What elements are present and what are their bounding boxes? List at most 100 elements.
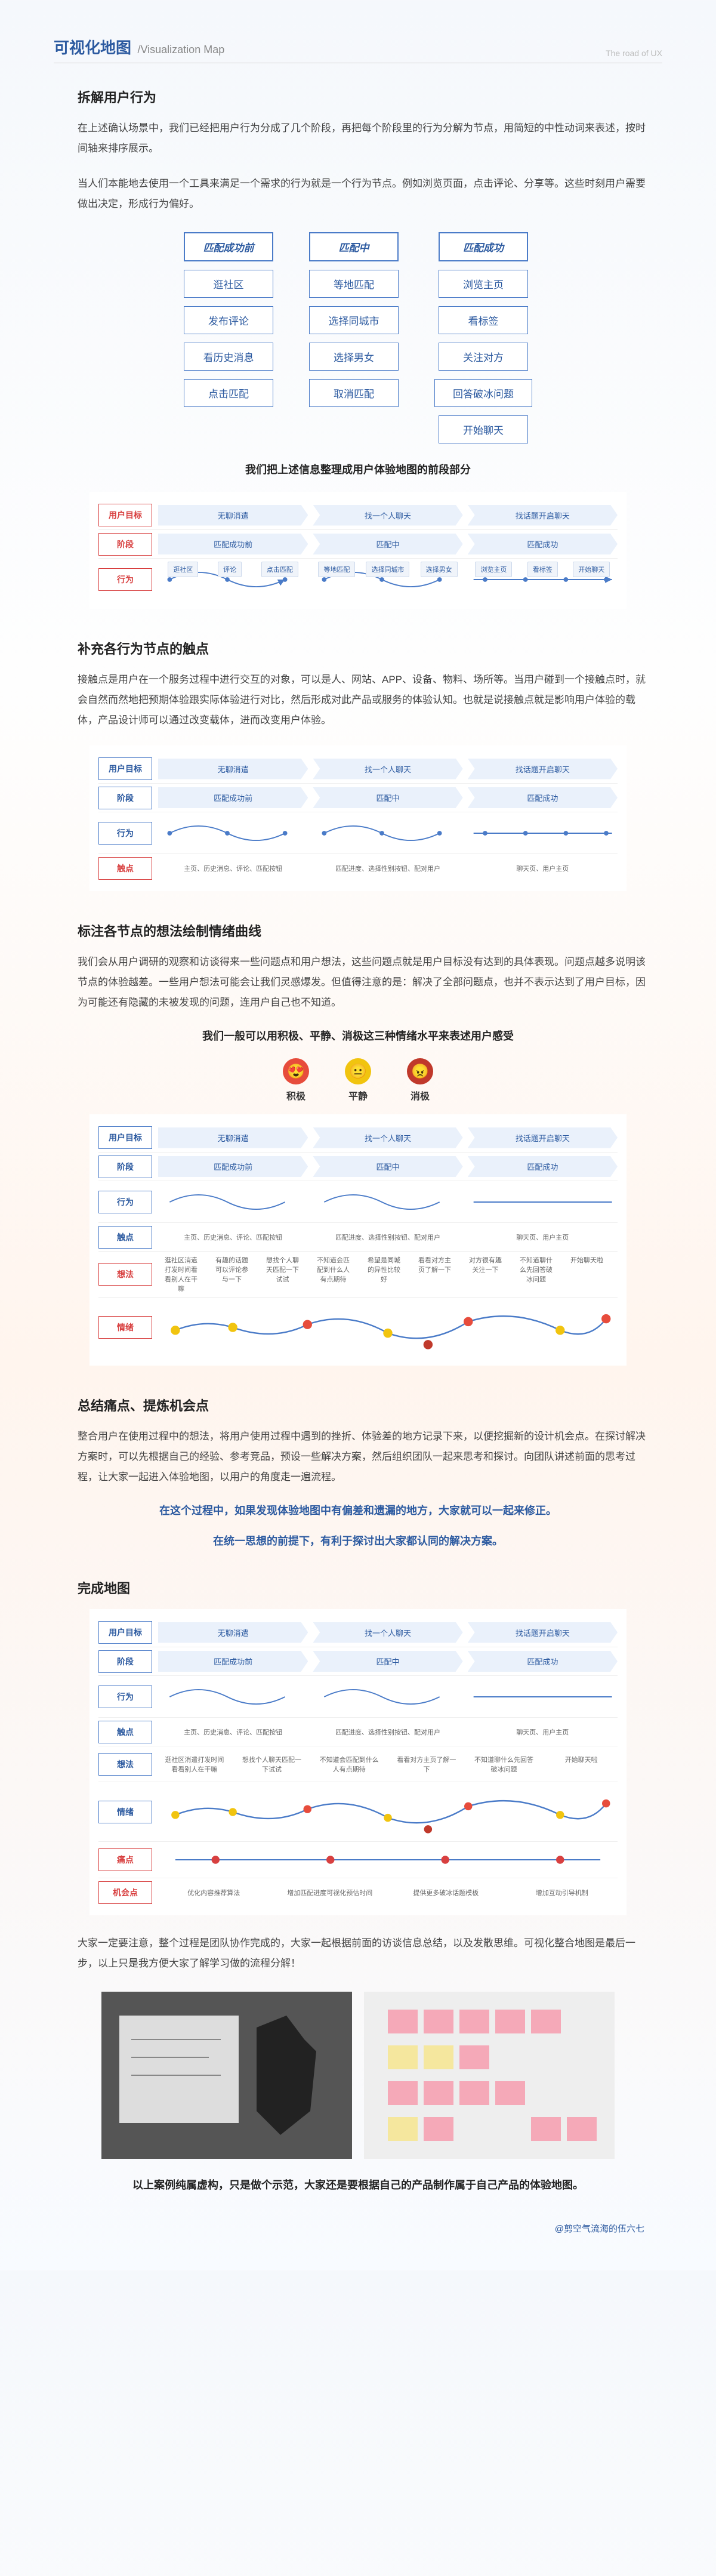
touch-cell: 匹配进度、选择性别按钮、配对用户	[313, 860, 462, 877]
thought-cell: 逛社区消遣打发时间看看别人在干嘛	[158, 1252, 204, 1297]
sec1-p1: 在上述确认场景中，我们已经把用户行为分成了几个阶段，再把每个阶段里的行为分解为节…	[54, 118, 662, 159]
stage-item: 发布评论	[184, 306, 273, 334]
row-label-stage: 阶段	[98, 787, 152, 809]
sec5-title: 完成地图	[54, 1578, 662, 1597]
angry-face-icon: 😠	[407, 1058, 433, 1084]
row-label-emotion: 情绪	[98, 1316, 152, 1339]
author-credit: @剪空气流海的伍六七	[54, 2222, 662, 2235]
flow-node: 浏览主页	[475, 562, 512, 577]
row-label-touch: 触点	[98, 857, 152, 880]
row-label-action: 行为	[98, 822, 152, 845]
section-touchpoint: 补充各行为节点的触点 接触点是用户在一个服务过程中进行交互的对象，可以是人、网站…	[54, 639, 662, 891]
sec2-p1: 接触点是用户在一个服务过程中进行交互的对象，可以是人、网站、APP、设备、物料、…	[54, 670, 662, 731]
title-cn: 可视化地图	[54, 39, 131, 57]
sec5-p1: 大家一定要注意，整个过程是团队协作完成的，大家一起根据前面的访谈信息总结，以及发…	[54, 1933, 662, 1974]
emo-pos-label: 积极	[286, 1088, 305, 1102]
thought-cell: 想找个人聊天匹配一下试试	[260, 1252, 305, 1297]
thought-cell: 希望是同城的异性比较好	[361, 1252, 407, 1297]
sec4-highlight-a: 在这个过程中，如果发现体验地图中有偏差和遗漏的地方，大家就可以一起来修正。	[54, 1502, 662, 1518]
flow-node: 等地匹配	[318, 562, 355, 577]
stage-col-3: 匹配成功 浏览主页 看标签 关注对方 回答破冰问题 开始聊天	[434, 232, 532, 443]
page-title: 可视化地图 /Visualization Map	[54, 36, 224, 58]
emotion-caption: 我们一般可以用积极、平静、消极这三种情绪水平来表述用户感受	[54, 1028, 662, 1043]
flow-node: 看标签	[527, 562, 558, 577]
touch-cell: 聊天页、用户主页	[468, 860, 618, 877]
stage-item: 开始聊天	[439, 415, 528, 443]
stage-cell: 匹配成功前	[158, 787, 308, 808]
workshop-photos	[54, 1992, 662, 2159]
stage-item: 点击匹配	[184, 379, 273, 407]
closing-text: 以上案例纯属虚构，只是做个示范，大家还是要根据自己的产品制作属于自己产品的体验地…	[54, 2177, 662, 2192]
pain-curve	[158, 1842, 618, 1878]
stage-item: 等地匹配	[309, 270, 399, 298]
goal-cell: 找一个人聊天	[313, 505, 462, 526]
emotion-curve	[158, 1301, 618, 1354]
emo-neu-label: 平静	[348, 1088, 368, 1102]
stage-head-3: 匹配成功	[439, 232, 528, 261]
stage-item: 选择同城市	[309, 306, 399, 334]
row-label-stage: 阶段	[98, 533, 152, 556]
sec1-title: 拆解用户行为	[54, 87, 662, 106]
goal-cell: 无聊消遣	[158, 759, 308, 779]
goal-cell: 找一个人聊天	[313, 759, 462, 779]
sec3-p1: 我们会从用户调研的观察和访谈得来一些问题点和用户想法，这些问题点就是用户目标没有…	[54, 952, 662, 1013]
thought-cell: 有趣的话题可以评论参与一下	[209, 1252, 255, 1297]
flow-node: 选择同城市	[366, 562, 409, 577]
header-tag: The road of UX	[606, 48, 662, 58]
stage-cell: 匹配成功	[468, 534, 618, 554]
sec3-title: 标注各节点的想法绘制情绪曲线	[54, 921, 662, 940]
page-header: 可视化地图 /Visualization Map The road of UX	[54, 36, 662, 63]
emo-neg-label: 消极	[411, 1088, 430, 1102]
goal-cell: 找话题开启聊天	[468, 759, 618, 779]
stage-cell: 匹配成功	[468, 787, 618, 808]
stage-item: 回答破冰问题	[434, 379, 532, 407]
flow-node: 开始聊天	[573, 562, 610, 577]
row-label-goal: 用户目标	[98, 1126, 152, 1149]
row-label-stage: 阶段	[98, 1155, 152, 1178]
stage-item: 看标签	[439, 306, 528, 334]
sec2-title: 补充各行为节点的触点	[54, 639, 662, 658]
row-label-action: 行为	[98, 1191, 152, 1213]
emotion-curve-final	[158, 1785, 618, 1839]
opp-cell: 提供更多破冰话题模板	[390, 1884, 502, 1901]
thought-cell: 开始聊天啦	[564, 1252, 610, 1297]
row-label-pain: 痛点	[98, 1848, 152, 1871]
row-label-action: 行为	[98, 568, 152, 591]
map-final: 用户目标 无聊消遣 找一个人聊天 找话题开启聊天 阶段 匹配成功前 匹配中 匹配…	[90, 1609, 626, 1915]
flow-cell: 逛社区 评论 点击匹配	[158, 562, 308, 597]
stage-item: 关注对方	[439, 343, 528, 371]
title-en: /Visualization Map	[137, 44, 224, 56]
stage-cell: 匹配中	[313, 787, 462, 808]
section-painpoint: 总结痛点、提炼机会点 整合用户在使用过程中的想法，将用户使用过程中遇到的挫折、体…	[54, 1395, 662, 1548]
thought-cell: 不知道会匹配到什么人有点期待	[310, 1252, 356, 1297]
stage-item: 逛社区	[184, 270, 273, 298]
stage-item: 取消匹配	[309, 379, 399, 407]
section-complete: 完成地图 用户目标 无聊消遣 找一个人聊天 找话题开启聊天 阶段 匹配成功前 匹…	[54, 1578, 662, 2192]
stage-item: 选择男女	[309, 343, 399, 371]
sec4-title: 总结痛点、提炼机会点	[54, 1395, 662, 1415]
opp-cell: 增加匹配进度可视化预估时间	[274, 1884, 386, 1901]
map-1: 用户目标 无聊消遣 找一个人聊天 找话题开启聊天 阶段 匹配成功前 匹配中 匹配…	[90, 492, 626, 609]
map-caption-1: 我们把上述信息整理成用户体验地图的前段部分	[54, 461, 662, 477]
row-label-goal: 用户目标	[98, 757, 152, 780]
map-3: 用户目标 无聊消遣 找一个人聊天 找话题开启聊天 阶段 匹配成功前 匹配中 匹配…	[90, 1114, 626, 1366]
opp-cell: 优化内容推荐算法	[158, 1884, 270, 1901]
opp-cell: 增加互动引导机制	[507, 1884, 618, 1901]
flow-node: 点击匹配	[261, 562, 298, 577]
touch-cell: 主页、历史消息、评论、匹配按钮	[158, 860, 308, 877]
stage-head-2: 匹配中	[309, 232, 399, 261]
flow-cell: 等地匹配 选择同城市 选择男女	[313, 562, 462, 597]
flow-cell: 浏览主页 看标签 开始聊天	[468, 562, 618, 597]
flow-node: 评论	[218, 562, 242, 577]
neutral-face-icon: 😐	[345, 1058, 371, 1084]
photo-whiteboard	[101, 1992, 352, 2159]
emotion-legend: 😍 积极 😐 平静 😠 消极	[54, 1058, 662, 1102]
sec1-p2: 当人们本能地去使用一个工具来满足一个需求的行为就是一个行为节点。例如浏览页面，点…	[54, 174, 662, 214]
row-label-thought: 想法	[98, 1263, 152, 1286]
thought-cell: 对方很有趣关注一下	[462, 1252, 508, 1297]
sec4-highlight-b: 在统一思想的前提下，有利于探讨出大家都认同的解决方案。	[54, 1533, 662, 1548]
row-label-touch: 触点	[98, 1226, 152, 1249]
stage-item: 看历史消息	[184, 343, 273, 371]
emo-positive: 😍 积极	[283, 1058, 309, 1102]
stage-col-1: 匹配成功前 逛社区 发布评论 看历史消息 点击匹配	[184, 232, 273, 443]
